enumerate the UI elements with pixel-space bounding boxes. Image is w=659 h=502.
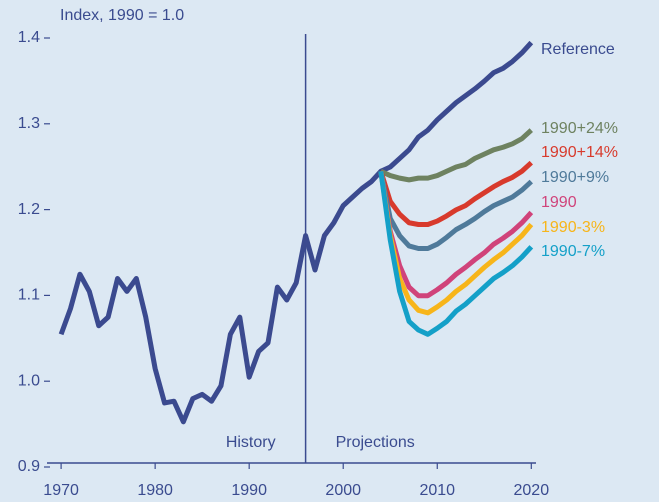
x-tick-label: 1970 [43,482,79,499]
series-line [379,128,533,183]
y-tick-label: 1.3 [18,115,40,132]
series-line [378,170,534,337]
annotation: History [226,434,276,451]
x-tick-label: 2020 [514,482,550,499]
legend-label: 1990-3% [541,219,605,236]
series-line [58,40,534,425]
annotation: Projections [336,434,415,451]
series-line [378,170,534,299]
y-axis-label: Index, 1990 = 1.0 [60,7,184,24]
series-line [378,160,533,227]
legend-label: 1990+9% [541,169,609,186]
y-tick-label: 1.4 [18,29,40,46]
legend-label: 1990+24% [541,120,618,137]
x-tick-label: 2000 [325,482,361,499]
legend-label: 1990+14% [541,144,618,161]
y-tick-label: 1.1 [18,287,40,304]
y-tick-label: 1.2 [18,201,40,218]
legend-label: 1990 [541,194,577,211]
legend-label: 1990-7% [541,243,605,260]
y-tick-label: 1.0 [18,372,40,389]
series-line [378,170,533,251]
series-line [378,170,534,316]
y-tick-label: 0.9 [18,458,40,475]
x-tick-label: 1980 [137,482,173,499]
legend-label: Reference [541,41,615,58]
x-tick-label: 2010 [419,482,455,499]
x-tick-label: 1990 [231,482,267,499]
